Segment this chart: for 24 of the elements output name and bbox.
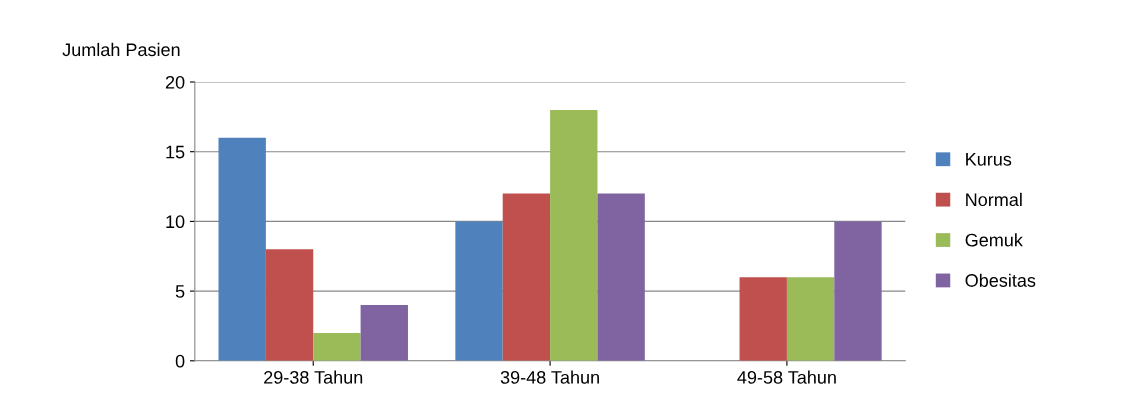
legend-label: Kurus (966, 153, 1012, 166)
bar (455, 221, 503, 361)
bar (265, 249, 314, 361)
legend-label: Normal (966, 192, 1022, 207)
bar (218, 137, 266, 361)
bar (739, 277, 787, 361)
legend-label: Obesitas (965, 273, 1036, 287)
x-tick-label: 49-58 Tahun (737, 370, 836, 384)
bar (313, 332, 361, 361)
y-tick-label: 0 (175, 354, 185, 368)
bar (834, 221, 882, 361)
y-tick-label: 10 (166, 215, 185, 229)
bar (360, 305, 408, 361)
legend-label: Gemuk (965, 233, 1023, 247)
y-tick-label: 20 (165, 75, 185, 89)
y-tick-label: 5 (175, 285, 185, 298)
y-tick-label: 15 (166, 145, 185, 159)
bar (786, 277, 835, 361)
bar (550, 109, 598, 361)
x-tick-label: 39-48 Tahun (500, 370, 599, 384)
y-axis-title: Jumlah Pasien (62, 42, 180, 57)
bar (502, 193, 551, 361)
bar (597, 193, 645, 361)
x-tick-label: 29-38 Tahun (264, 370, 363, 384)
